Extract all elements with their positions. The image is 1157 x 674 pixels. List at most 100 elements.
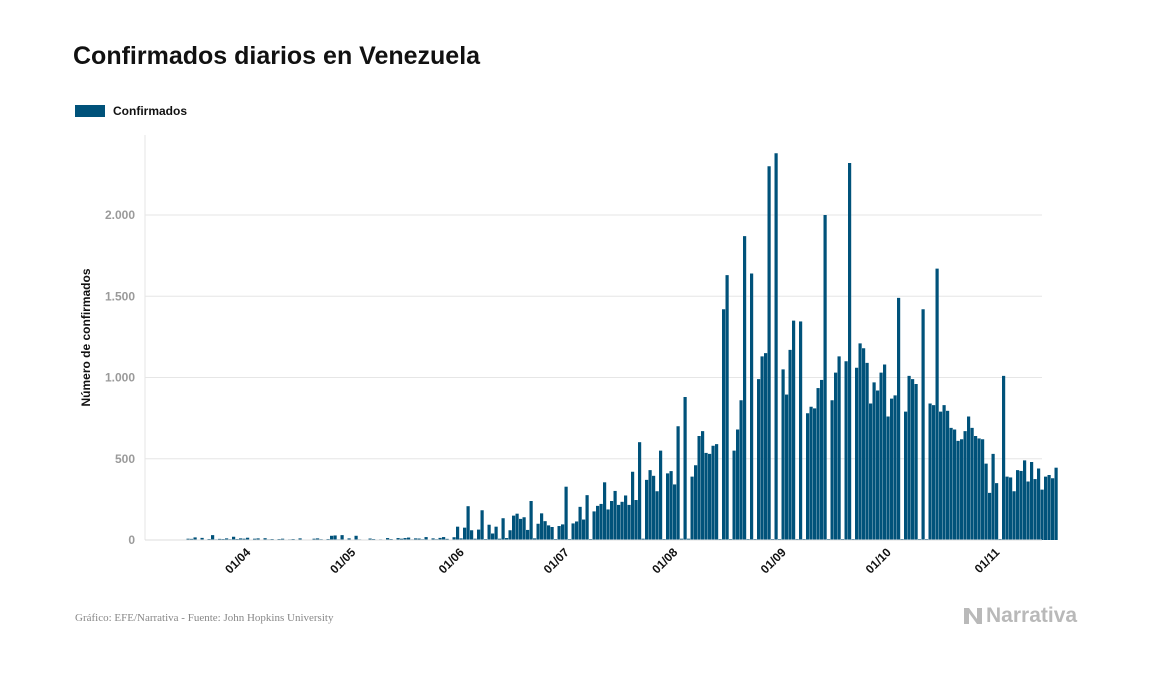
bar [767, 166, 771, 540]
bar [750, 273, 754, 540]
x-tick-label: 01/04 [222, 545, 253, 576]
bar [200, 537, 204, 540]
bar [830, 400, 834, 540]
bar [431, 538, 435, 540]
bar [984, 463, 988, 540]
y-tick-label: 0 [128, 533, 135, 547]
bar [627, 504, 631, 540]
bar [977, 438, 981, 540]
bar [995, 483, 999, 540]
bar [550, 527, 554, 540]
bar [596, 505, 600, 540]
bar [239, 538, 243, 540]
bar [799, 321, 803, 540]
bar [414, 538, 418, 540]
bar [655, 491, 659, 540]
bar [764, 353, 768, 540]
bar [879, 372, 883, 540]
chart-title: Confirmados diarios en Venezuela [73, 42, 481, 70]
bar [529, 501, 533, 540]
bar [466, 506, 470, 540]
x-tick-label: 01/08 [649, 545, 680, 576]
bar [501, 518, 505, 540]
bar [991, 453, 995, 540]
bar [298, 538, 302, 540]
bar [932, 405, 936, 540]
bar [190, 538, 194, 540]
bar [1002, 375, 1006, 540]
bar [680, 538, 684, 540]
bar [333, 535, 337, 540]
bar [732, 450, 736, 540]
bar [396, 538, 400, 540]
bar [599, 503, 603, 540]
x-tick-label: 01/05 [327, 545, 358, 576]
bar [669, 471, 673, 540]
bar [862, 348, 866, 540]
bar [1037, 468, 1041, 540]
bar [480, 510, 484, 540]
bar [508, 530, 512, 540]
bar [806, 413, 810, 540]
bar [487, 524, 491, 540]
bar [1030, 462, 1034, 540]
bar [816, 388, 820, 540]
bar [512, 515, 516, 540]
bar [536, 523, 540, 540]
bar [743, 236, 747, 540]
bar [610, 501, 614, 540]
bar [694, 465, 698, 540]
bar [893, 395, 897, 540]
bar [263, 538, 267, 540]
bar [1033, 479, 1037, 540]
bar [781, 369, 785, 540]
bar [1019, 470, 1023, 540]
bar [606, 509, 610, 540]
bar [946, 410, 950, 540]
bar [564, 486, 568, 540]
bar [914, 384, 918, 540]
bar [939, 411, 943, 540]
narrativa-logo-icon [964, 608, 982, 624]
bar [981, 439, 985, 540]
bar [225, 538, 229, 540]
bar [547, 525, 551, 540]
bar [736, 429, 740, 540]
bar [403, 538, 407, 540]
bar [638, 442, 642, 540]
bar [424, 537, 428, 540]
bar [904, 411, 908, 540]
bar [690, 476, 694, 540]
bar [645, 479, 649, 540]
bar [683, 397, 687, 540]
bar [666, 473, 670, 540]
bar [834, 372, 838, 540]
bar [911, 379, 915, 540]
bar [648, 470, 652, 540]
bar [1016, 470, 1020, 540]
bar [708, 453, 712, 540]
bar [886, 416, 890, 540]
bar [652, 475, 656, 540]
bar [792, 320, 796, 540]
bar [676, 426, 680, 540]
legend: Confirmados [75, 104, 187, 118]
bar [473, 538, 477, 540]
bar [477, 529, 481, 540]
bar [722, 309, 726, 540]
x-tick-label: 01/09 [758, 545, 789, 576]
bar [571, 523, 575, 540]
bar [312, 538, 316, 540]
bar [725, 275, 729, 540]
bar [757, 379, 761, 540]
bar [498, 538, 502, 540]
bar [872, 382, 876, 540]
bar [519, 518, 523, 540]
bar [1009, 477, 1013, 540]
y-tick-label: 2.000 [105, 208, 135, 222]
bar [575, 521, 579, 540]
bar [956, 440, 960, 540]
bar [865, 362, 869, 540]
x-tick-label: 01/06 [436, 545, 467, 576]
